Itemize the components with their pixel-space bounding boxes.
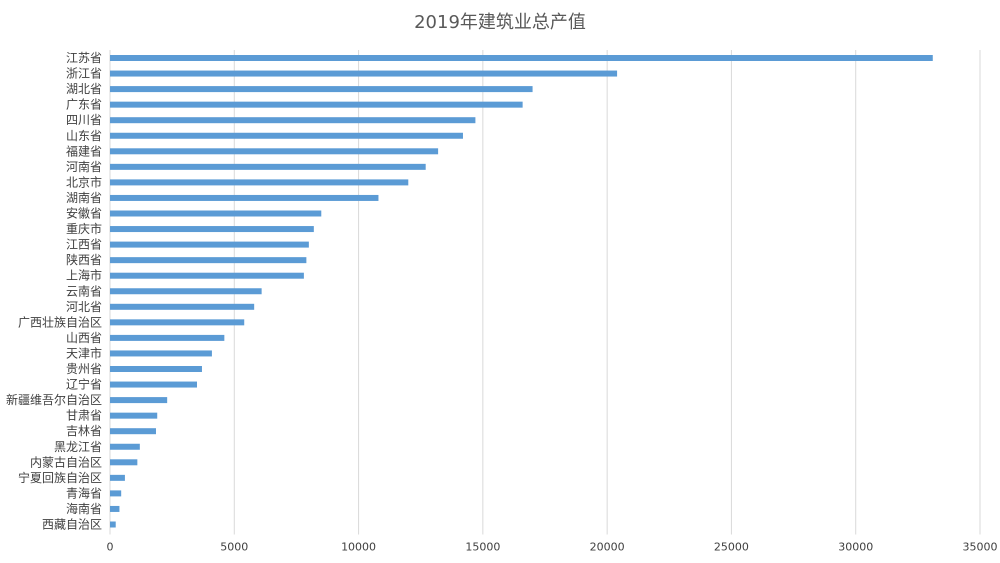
bar <box>110 366 202 372</box>
category-label: 陕西省 <box>66 252 102 267</box>
category-label: 河北省 <box>66 300 102 314</box>
category-label: 青海省 <box>66 485 102 500</box>
bar <box>110 319 245 326</box>
bar <box>110 288 262 295</box>
x-tick-label: 25000 <box>714 541 749 554</box>
category-label: 云南省 <box>66 283 102 298</box>
category-label: 贵州省 <box>66 362 102 376</box>
category-label: 吉林省 <box>66 424 102 438</box>
bar <box>110 226 314 233</box>
x-tick-label: 35000 <box>963 541 998 554</box>
category-label: 上海市 <box>66 268 102 283</box>
bar <box>110 397 168 404</box>
bar <box>110 194 379 201</box>
bar <box>110 132 463 139</box>
bar <box>110 350 212 357</box>
x-tick-label: 15000 <box>465 541 500 554</box>
category-label: 湖北省 <box>66 81 102 96</box>
bar <box>110 210 322 217</box>
category-label: 甘肃省 <box>66 409 102 423</box>
bar <box>110 505 120 512</box>
category-label: 西藏自治区 <box>42 518 102 532</box>
bar <box>110 86 533 93</box>
category-label: 宁夏回族自治区 <box>18 470 102 485</box>
category-label: 辽宁省 <box>66 377 102 392</box>
x-tick-label: 30000 <box>838 541 873 554</box>
category-label: 内蒙古自治区 <box>30 454 102 469</box>
category-label: 新疆维吾尔自治区 <box>6 392 102 407</box>
category-label: 北京市 <box>66 174 102 189</box>
bar <box>110 257 307 264</box>
bar <box>110 474 125 481</box>
category-label: 江苏省 <box>66 51 102 65</box>
bar <box>110 334 225 341</box>
x-tick-label: 0 <box>107 541 114 554</box>
bar <box>110 428 156 435</box>
category-label: 福建省 <box>66 143 102 158</box>
bar <box>110 490 122 497</box>
bar <box>110 443 140 450</box>
bar <box>110 148 439 155</box>
bar <box>110 101 523 108</box>
bar <box>110 179 409 186</box>
bar <box>110 163 426 170</box>
category-label: 湖南省 <box>66 190 102 205</box>
bar-layer <box>110 55 933 528</box>
bar <box>110 381 197 388</box>
category-label: 江西省 <box>66 238 102 252</box>
label-layer: 0 5000 10000 15000 20000 25000 30000 35000 江苏省浙江… <box>6 51 998 554</box>
category-label: 黑龙江省 <box>54 440 102 454</box>
bar <box>110 70 618 77</box>
x-tick-label: 10000 <box>341 541 376 554</box>
category-label: 安徽省 <box>66 206 102 221</box>
bar <box>110 521 116 528</box>
category-label: 天津市 <box>66 345 102 360</box>
category-label: 广西壮族自治区 <box>18 315 102 329</box>
bar <box>110 303 255 310</box>
chart-title: 2019年建筑业总产值 <box>414 12 586 33</box>
x-tick-label: 20000 <box>590 541 625 554</box>
category-label: 海南省 <box>66 501 102 516</box>
category-label: 浙江省 <box>66 67 102 81</box>
category-label: 河南省 <box>66 159 102 174</box>
bar <box>110 241 309 248</box>
category-label: 重庆市 <box>66 221 102 236</box>
bar <box>110 272 304 279</box>
bar <box>110 459 138 466</box>
x-tick-label: 5000 <box>220 541 248 554</box>
bar <box>110 55 933 61</box>
category-label: 广东省 <box>66 98 102 112</box>
category-label: 四川省 <box>66 113 102 127</box>
bar <box>110 412 158 419</box>
category-label: 山东省 <box>66 129 102 143</box>
category-label: 山西省 <box>66 331 102 345</box>
bar <box>110 117 476 124</box>
